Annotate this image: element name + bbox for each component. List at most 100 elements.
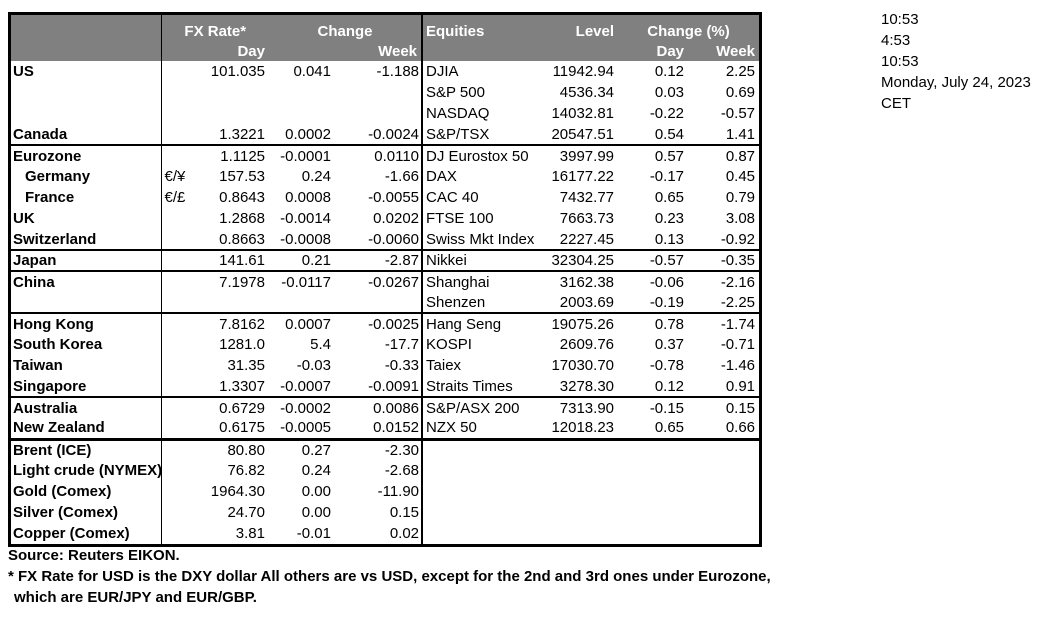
equity-name-cell — [421, 439, 535, 460]
fx-label-cell: South Korea — [11, 334, 162, 355]
secondary-time: 4:53 — [881, 32, 911, 49]
equity-week-cell: 2.25 — [725, 63, 756, 80]
equity-level-cell — [534, 460, 618, 481]
fx-pair-cell — [161, 397, 199, 418]
equities-day-header: Day — [618, 41, 689, 61]
table-row: UK 1.2868 -0.0014 0.0202 FTSE 100 7663.73 0.23… — [11, 208, 759, 229]
fx-week-header: Week — [269, 41, 423, 61]
table-row: Eurozone 1.1125 -0.0001 0.0110 DJ Eurostox 5… — [11, 145, 759, 166]
fx-day-cell: 0.0008 — [285, 189, 331, 206]
fx-label-cell: Germany — [11, 166, 162, 187]
date-line: Monday, July 24, 2023 — [881, 74, 1031, 91]
equity-level-cell: 19075.26 — [551, 315, 615, 333]
fx-pair-cell — [161, 418, 199, 441]
fx-rate-cell: 7.1978 — [219, 273, 265, 291]
fx-day-cell: 5.4 — [310, 336, 331, 353]
table-row: France €/£ 0.8643 0.0008 -0.0055 CAC 40 7432.7… — [11, 187, 759, 208]
table-row: Taiwan 31.35 -0.03 -0.33 Taiex 17030.70 -0.78 -… — [11, 355, 759, 376]
fx-day-cell: -0.0007 — [269, 376, 335, 398]
fx-pair-cell — [161, 439, 199, 460]
equity-day-cell — [618, 502, 688, 523]
table-row: Gold (Comex) 1964.30 0.00 -11.90 — [11, 481, 759, 502]
equity-week-cell: -1.46 — [720, 357, 756, 374]
fx-label-cell: US — [11, 61, 162, 82]
equity-level-cell: 20547.51 — [534, 124, 619, 146]
fx-week-cell: -0.0025 — [368, 315, 420, 333]
fx-week-cell: -0.33 — [384, 357, 420, 374]
equity-day-cell: 0.12 — [618, 376, 689, 398]
fx-day-cell: -0.03 — [296, 357, 331, 374]
fx-rate-cell: 157.53 — [219, 168, 265, 185]
equity-name-cell: Nikkei — [421, 250, 535, 272]
table-row: Japan 141.61 0.21 -2.87 Nikkei 32304.25 -0.57-… — [11, 250, 760, 272]
market-data-panel: FX Rate* Change Equities Level Change (%… — [8, 12, 763, 547]
fx-day-cell: -0.0014 — [280, 210, 331, 227]
fx-label-cell: Light crude (NYMEX) — [11, 460, 162, 481]
table-row: South Korea 1281.0 5.4 -17.7 KOSPI 2609.76 0.3… — [11, 334, 759, 355]
equity-level-cell — [534, 502, 618, 523]
fx-week-cell: -1.188 — [376, 63, 420, 80]
fx-pair-cell: €/¥ — [164, 168, 186, 185]
equity-day-cell: 0.65 — [654, 189, 685, 206]
fx-week-cell: -0.0060 — [335, 229, 423, 251]
fx-day-cell: 0.041 — [293, 63, 331, 80]
fx-rate-cell — [199, 103, 269, 124]
fx-week-cell — [335, 82, 422, 103]
table-body: US 101.035 0.041 -1.188 DJIA 11942.94 0.12 2.25… — [11, 61, 760, 544]
equity-name-cell: DJ Eurostox 50 — [421, 145, 535, 166]
header-row-2: Day Week Day Week — [11, 41, 760, 61]
equity-level-cell — [534, 439, 618, 460]
equity-day-cell: -0.22 — [649, 105, 685, 122]
equity-day-cell: 0.54 — [618, 124, 689, 146]
fx-pair-cell — [161, 292, 199, 314]
fx-day-cell — [269, 292, 335, 314]
fx-week-cell: 0.0110 — [374, 147, 420, 165]
fx-week-cell: -11.90 — [377, 483, 420, 500]
equity-day-cell: 0.78 — [654, 315, 685, 333]
fx-pair-cell — [161, 502, 199, 523]
equity-name-cell: CAC 40 — [421, 187, 535, 208]
fx-day-cell: -0.0117 — [281, 273, 331, 291]
fx-day-cell: 0.21 — [269, 250, 335, 272]
header-row-1: FX Rate* Change Equities Level Change (%… — [11, 15, 760, 41]
fx-label-cell: Taiwan — [11, 355, 162, 376]
fx-pair-cell — [161, 61, 199, 82]
tertiary-time: 10:53 — [881, 53, 919, 70]
equity-day-cell: -0.17 — [649, 168, 685, 185]
fx-week-cell: 0.02 — [389, 525, 420, 542]
fx-pair-cell — [161, 355, 199, 376]
equity-name-cell — [421, 460, 535, 481]
equity-day-cell — [618, 460, 688, 481]
equity-week-cell — [688, 439, 759, 460]
fx-week-cell — [335, 103, 422, 124]
footnotes: Source: Reuters EIKON. * FX Rate for USD… — [8, 545, 771, 608]
equities-name-subheader — [421, 41, 535, 61]
fx-rate-cell: 0.6175 — [199, 418, 269, 441]
fx-footnote-line-2: which are EUR/JPY and EUR/GBP. — [14, 589, 257, 606]
market-data-table: FX Rate* Change Equities Level Change (%… — [11, 15, 760, 544]
table-row: Shenzen 2003.69 -0.19 -2.25 — [11, 292, 760, 314]
fx-week-cell: 0.15 — [389, 504, 420, 521]
fx-rate-cell: 0.6729 — [219, 399, 265, 417]
equity-week-cell: -2.25 — [688, 292, 760, 314]
equity-name-cell: S&P/ASX 200 — [421, 397, 535, 418]
fx-rate-cell: 24.70 — [227, 504, 265, 521]
fx-day-cell: -0.0001 — [280, 147, 331, 165]
fx-day-cell: 0.0002 — [269, 124, 335, 146]
table-row: Copper (Comex) 3.81 -0.01 0.02 — [11, 523, 759, 544]
fx-label-cell: Eurozone — [11, 145, 162, 166]
table-row: Canada 1.3221 0.0002 -0.0024 S&P/TSX 20547.51… — [11, 124, 760, 146]
equity-name-cell: NASDAQ — [421, 103, 535, 124]
equity-week-cell: -2.16 — [720, 273, 756, 291]
equity-day-cell: -0.57 — [618, 250, 689, 272]
fx-day-header: Day — [199, 41, 269, 61]
equity-day-cell: 0.65 — [618, 418, 689, 441]
timestamps: 10:53 4:53 10:53 Monday, July 24, 2023 C… — [881, 9, 1031, 114]
equity-day-cell: 0.03 — [654, 84, 685, 101]
fx-day-cell — [269, 103, 335, 124]
equity-level-cell — [534, 481, 618, 502]
fx-label-cell: Gold (Comex) — [11, 481, 162, 502]
fx-day-cell: 0.24 — [301, 168, 331, 185]
fx-day-cell: 0.24 — [301, 462, 331, 479]
fx-label-cell — [11, 292, 162, 314]
